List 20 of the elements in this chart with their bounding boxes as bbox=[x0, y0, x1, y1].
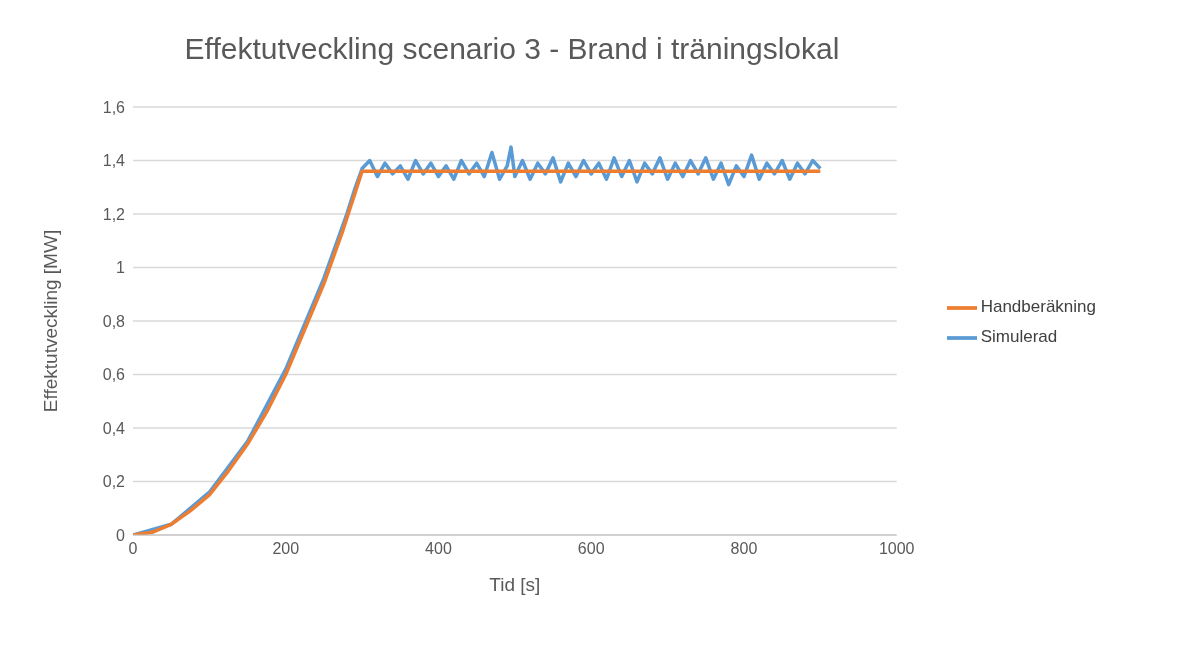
y-axis-title: Effektutveckling [MW] bbox=[39, 229, 61, 413]
y-tick-label: 0,6 bbox=[102, 366, 126, 384]
x-tick-label: 800 bbox=[730, 540, 758, 558]
y-tick-label: 0,8 bbox=[102, 312, 126, 330]
y-tick-label: 0,2 bbox=[102, 473, 126, 491]
y-tick-label: 1,6 bbox=[102, 98, 126, 116]
x-tick-label: 0 bbox=[128, 540, 138, 558]
legend-label: Handberäkning bbox=[980, 296, 1096, 316]
x-tick-label: 400 bbox=[425, 540, 452, 558]
y-tick-label: 0 bbox=[116, 526, 126, 544]
x-tick-label: 600 bbox=[577, 540, 605, 558]
x-tick-label: 1000 bbox=[878, 540, 915, 558]
legend-label: Simulerad bbox=[980, 326, 1058, 346]
x-axis-title: Tid [s] bbox=[489, 574, 541, 595]
y-tick-label: 1,2 bbox=[102, 205, 126, 223]
x-tick-label: 200 bbox=[272, 540, 300, 558]
chart-title: Effektutveckling scenario 3 - Brand i träningslokal bbox=[183, 32, 841, 66]
y-tick-label: 0,4 bbox=[102, 419, 126, 437]
y-tick-label: 1 bbox=[116, 259, 126, 277]
y-tick-label: 1,4 bbox=[102, 152, 126, 170]
